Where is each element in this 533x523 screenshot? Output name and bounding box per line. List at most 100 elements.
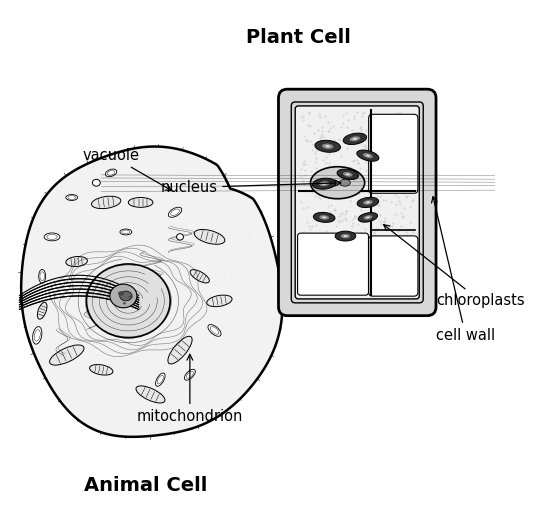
Point bbox=[34, 244, 43, 252]
Point bbox=[236, 302, 244, 310]
Point bbox=[265, 255, 274, 264]
Point bbox=[147, 242, 155, 251]
Point bbox=[357, 264, 365, 272]
Point bbox=[119, 235, 128, 243]
Point bbox=[103, 303, 112, 312]
Point bbox=[180, 402, 188, 411]
Point bbox=[181, 286, 189, 294]
Point bbox=[378, 196, 387, 204]
Point bbox=[103, 349, 111, 357]
Point bbox=[31, 339, 39, 347]
Point bbox=[225, 188, 233, 196]
Point bbox=[395, 107, 404, 116]
Point bbox=[219, 357, 228, 365]
Ellipse shape bbox=[363, 200, 373, 204]
Point bbox=[98, 282, 107, 290]
Point bbox=[128, 282, 137, 291]
Point bbox=[190, 162, 199, 170]
Point bbox=[77, 169, 86, 178]
Point bbox=[376, 211, 384, 219]
Point bbox=[205, 208, 213, 216]
Point bbox=[36, 323, 45, 332]
Point bbox=[114, 290, 123, 299]
Point bbox=[172, 170, 181, 178]
Point bbox=[42, 300, 50, 308]
Point bbox=[364, 157, 373, 166]
Point bbox=[138, 186, 147, 194]
Point bbox=[252, 251, 260, 259]
Point bbox=[119, 365, 128, 373]
Point bbox=[353, 262, 362, 270]
Point bbox=[34, 227, 43, 235]
Ellipse shape bbox=[343, 235, 348, 237]
Point bbox=[96, 297, 105, 305]
Point bbox=[241, 207, 250, 215]
Point bbox=[208, 185, 217, 193]
Point bbox=[398, 260, 406, 268]
Point bbox=[126, 353, 134, 361]
Point bbox=[171, 185, 180, 194]
Point bbox=[221, 359, 229, 367]
Point bbox=[126, 172, 134, 180]
Point bbox=[78, 257, 87, 265]
Point bbox=[353, 196, 362, 204]
Point bbox=[187, 383, 196, 392]
Point bbox=[362, 257, 371, 265]
Point bbox=[150, 279, 159, 287]
Point bbox=[76, 402, 84, 411]
Point bbox=[82, 201, 90, 209]
Point bbox=[154, 401, 162, 409]
Point bbox=[163, 271, 171, 280]
Point bbox=[113, 305, 122, 313]
Point bbox=[349, 157, 357, 165]
Point bbox=[64, 312, 73, 320]
Point bbox=[342, 285, 351, 293]
Point bbox=[213, 189, 222, 197]
Point bbox=[159, 155, 167, 164]
Point bbox=[217, 288, 226, 297]
Point bbox=[336, 254, 345, 262]
Point bbox=[191, 238, 199, 246]
Point bbox=[87, 242, 96, 250]
Point bbox=[360, 285, 369, 293]
Point bbox=[188, 298, 196, 306]
Point bbox=[374, 145, 383, 154]
Point bbox=[362, 143, 370, 151]
Point bbox=[63, 362, 71, 370]
Ellipse shape bbox=[322, 183, 327, 185]
Point bbox=[333, 144, 342, 152]
Point bbox=[126, 391, 135, 400]
Point bbox=[69, 241, 77, 249]
Point bbox=[171, 158, 180, 166]
Point bbox=[82, 211, 90, 220]
Point bbox=[137, 188, 146, 196]
Point bbox=[102, 312, 110, 320]
Point bbox=[86, 347, 94, 355]
Point bbox=[181, 416, 190, 425]
Point bbox=[132, 241, 141, 249]
Point bbox=[246, 252, 255, 260]
Text: nucleus: nucleus bbox=[160, 180, 341, 195]
Point bbox=[345, 164, 353, 173]
Point bbox=[361, 176, 370, 185]
Point bbox=[163, 326, 172, 334]
Point bbox=[50, 290, 59, 298]
Point bbox=[203, 337, 211, 345]
Point bbox=[129, 322, 138, 330]
Point bbox=[333, 260, 341, 268]
Point bbox=[207, 197, 215, 206]
Ellipse shape bbox=[341, 234, 350, 238]
Point bbox=[131, 302, 140, 311]
Point bbox=[146, 298, 154, 306]
Point bbox=[374, 281, 383, 289]
Point bbox=[329, 122, 337, 130]
Point bbox=[353, 130, 361, 138]
Point bbox=[265, 260, 274, 268]
Point bbox=[241, 232, 250, 240]
Point bbox=[120, 422, 129, 430]
Point bbox=[226, 251, 235, 259]
Point bbox=[336, 247, 344, 256]
Point bbox=[51, 376, 59, 384]
Point bbox=[171, 326, 179, 335]
Point bbox=[70, 339, 78, 348]
